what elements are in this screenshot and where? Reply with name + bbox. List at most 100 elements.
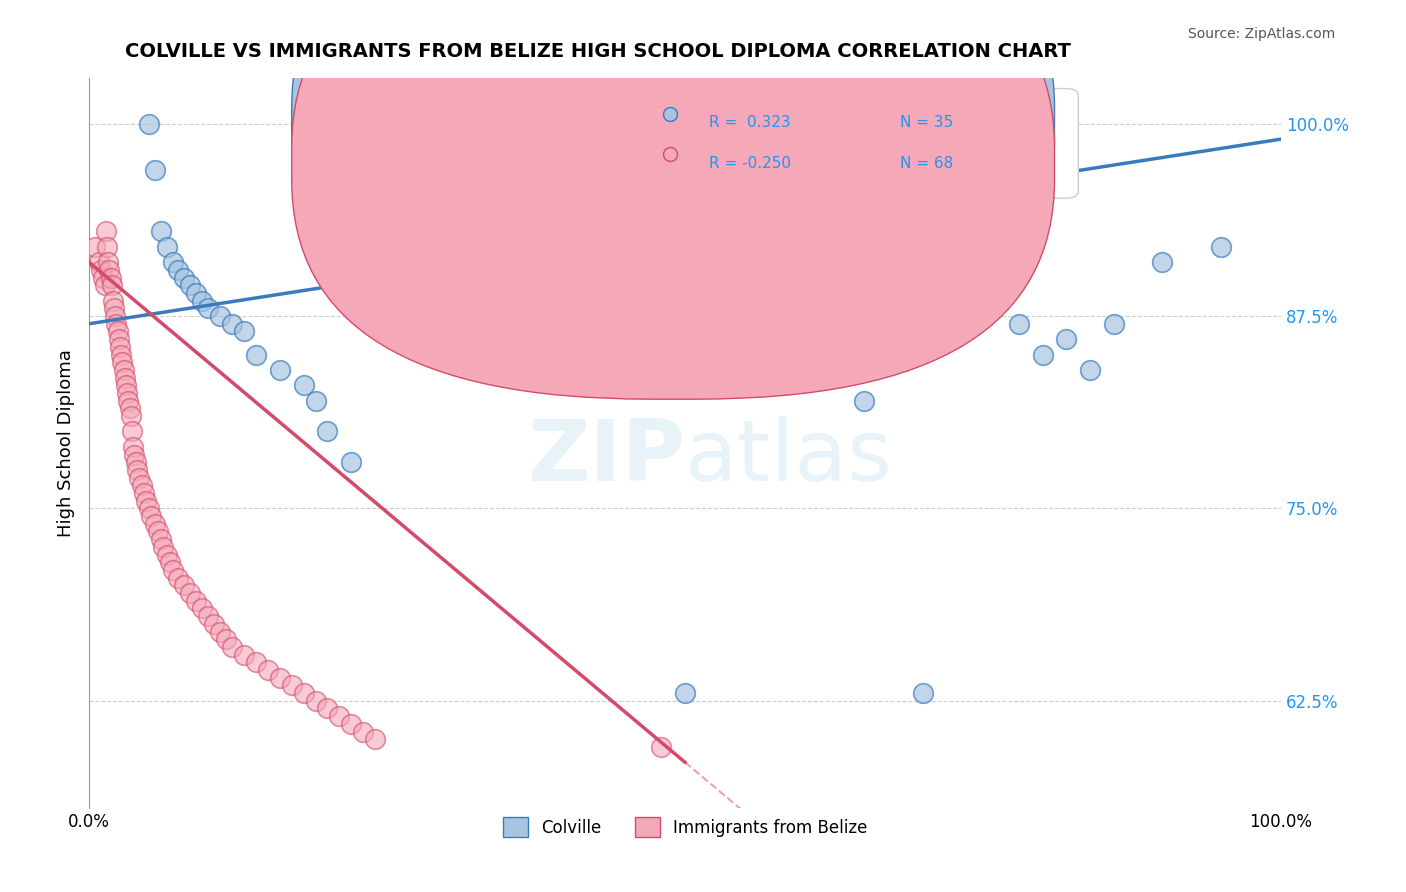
Point <box>162 563 184 577</box>
Point <box>108 332 131 346</box>
Point <box>292 686 315 700</box>
Text: Source: ZipAtlas.com: Source: ZipAtlas.com <box>1188 27 1336 41</box>
Point <box>614 347 637 361</box>
Point <box>124 455 146 469</box>
Point <box>124 448 146 462</box>
Point <box>167 263 190 277</box>
Point <box>111 355 134 369</box>
Point <box>280 678 302 692</box>
Point <box>245 347 267 361</box>
Point <box>1008 317 1031 331</box>
Point <box>292 378 315 392</box>
Point <box>912 686 935 700</box>
Point <box>1102 317 1125 331</box>
Point <box>155 240 177 254</box>
Point <box>138 501 160 516</box>
Point <box>191 601 214 615</box>
Point <box>173 270 195 285</box>
Point <box>352 724 374 739</box>
Point <box>233 325 256 339</box>
Point <box>110 347 132 361</box>
Point <box>304 393 326 408</box>
Point <box>530 347 553 361</box>
Point <box>155 548 177 562</box>
Point <box>84 240 107 254</box>
FancyBboxPatch shape <box>626 88 1078 198</box>
Point <box>186 285 208 300</box>
Point <box>817 363 839 377</box>
Text: N = 68: N = 68 <box>900 155 953 170</box>
Point <box>650 739 672 754</box>
Point <box>328 709 350 723</box>
Point <box>132 486 155 500</box>
Point <box>972 270 994 285</box>
Point <box>101 293 124 308</box>
Point <box>269 671 291 685</box>
Point <box>93 278 115 293</box>
Point <box>128 470 150 484</box>
Point <box>107 325 129 339</box>
Text: R =  0.323: R = 0.323 <box>709 115 790 130</box>
Point <box>143 516 166 531</box>
Point <box>1054 332 1077 346</box>
Point <box>257 663 280 677</box>
Point <box>149 224 172 238</box>
Point <box>125 463 148 477</box>
Point <box>117 393 139 408</box>
Point <box>209 624 232 639</box>
Point <box>103 301 125 316</box>
Point <box>90 263 112 277</box>
Point <box>96 240 118 254</box>
Point <box>658 278 681 293</box>
Y-axis label: High School Diploma: High School Diploma <box>58 349 75 537</box>
Point <box>131 478 153 492</box>
Point <box>104 309 127 323</box>
Point <box>179 586 201 600</box>
Point <box>1032 347 1054 361</box>
Point <box>135 493 157 508</box>
Point <box>316 701 339 715</box>
Point <box>148 524 170 539</box>
Point <box>215 632 238 647</box>
Point <box>105 317 128 331</box>
Point <box>139 509 162 524</box>
Point <box>100 278 122 293</box>
Text: N = 35: N = 35 <box>900 115 953 130</box>
Point <box>197 609 219 624</box>
Point <box>97 255 120 269</box>
Point <box>152 540 174 554</box>
Point <box>1211 240 1233 254</box>
Point <box>93 270 115 285</box>
Point <box>1150 255 1173 269</box>
Point <box>149 532 172 546</box>
Point <box>179 278 201 293</box>
Point <box>162 255 184 269</box>
FancyBboxPatch shape <box>291 0 1054 399</box>
Point <box>495 332 517 346</box>
Point <box>197 301 219 316</box>
Point <box>167 571 190 585</box>
FancyBboxPatch shape <box>291 0 1054 359</box>
Point <box>186 593 208 607</box>
Point <box>173 578 195 592</box>
Point <box>269 363 291 377</box>
Text: atlas: atlas <box>685 417 893 500</box>
Point <box>304 694 326 708</box>
Point <box>340 455 363 469</box>
Point <box>120 409 142 423</box>
Point <box>233 648 256 662</box>
Point <box>94 224 117 238</box>
Point <box>202 616 225 631</box>
Text: ZIP: ZIP <box>527 417 685 500</box>
Point <box>340 716 363 731</box>
Point <box>115 386 138 401</box>
Text: COLVILLE VS IMMIGRANTS FROM BELIZE HIGH SCHOOL DIPLOMA CORRELATION CHART: COLVILLE VS IMMIGRANTS FROM BELIZE HIGH … <box>125 42 1071 61</box>
Point <box>1078 363 1101 377</box>
Point <box>114 370 136 384</box>
Point <box>852 393 875 408</box>
Point <box>118 401 141 416</box>
Point <box>221 640 243 654</box>
Point <box>209 309 232 323</box>
Point <box>138 117 160 131</box>
Point <box>115 378 138 392</box>
